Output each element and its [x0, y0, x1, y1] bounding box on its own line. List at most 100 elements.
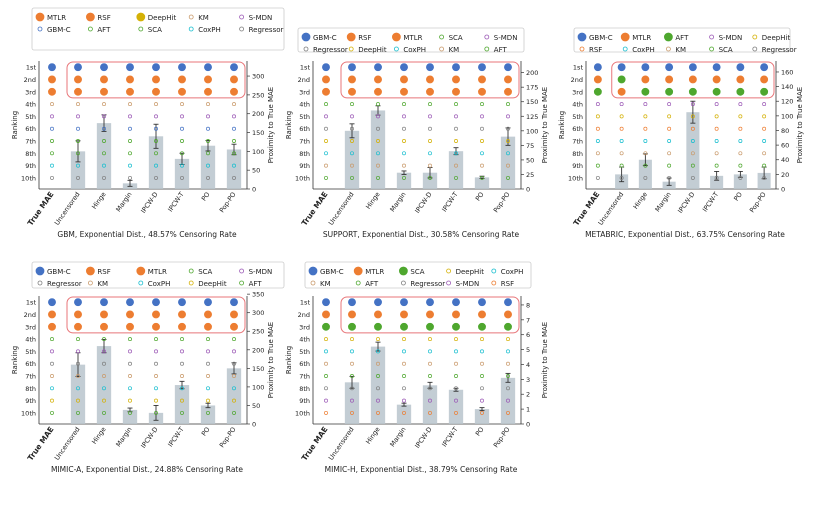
y2-tick-label: 160 — [781, 68, 793, 76]
rank-dot — [617, 75, 626, 84]
rank-dot — [232, 361, 236, 366]
rank-tick-label: 8th — [299, 385, 310, 393]
rank-dot — [480, 139, 484, 143]
legend-label: CoxPH — [148, 280, 171, 288]
rank-dot — [232, 139, 236, 143]
chart-panel-1: MTLR RSF DeepHit KM S-MDN GBM-C AFT SCA CoxPH Reg… — [11, 7, 285, 239]
rank-tick-label: 2nd — [24, 311, 36, 319]
rank-tick-label: 10th — [295, 409, 310, 417]
rank-dot — [376, 114, 380, 119]
legend-label: AFT — [365, 280, 379, 288]
legend-box — [297, 27, 525, 53]
rank-dot — [480, 102, 484, 107]
legend-label: DeepHit — [762, 34, 791, 42]
rank-dot — [232, 337, 236, 342]
rank-tick-label: 8th — [572, 150, 583, 158]
rank-dot — [350, 349, 354, 354]
rank-dot — [204, 322, 212, 331]
rank-dot — [50, 114, 54, 119]
rank-dot — [688, 63, 697, 72]
legend-label: DeepHit — [198, 280, 227, 288]
bar-hinge — [96, 123, 112, 189]
bar-po — [474, 409, 490, 424]
legend-label: S-MDN — [494, 34, 518, 42]
x-tick-label: IPCW-D — [413, 191, 433, 215]
rank-dot — [76, 163, 80, 168]
rank-dot — [128, 410, 132, 415]
y2-tick-label: 4 — [526, 361, 530, 369]
rank-dot — [100, 298, 108, 307]
legend-marker — [239, 14, 245, 20]
rank-dot — [426, 63, 434, 72]
y2-tick-label: 200 — [252, 110, 264, 118]
rank-dot — [595, 163, 600, 168]
rank-dot — [619, 163, 624, 168]
y2-tick-label: 100 — [526, 127, 538, 135]
legend-marker — [308, 266, 318, 276]
rank-dot — [736, 87, 745, 96]
rank-dot — [50, 151, 54, 156]
rank-dot — [762, 175, 767, 180]
legend-label: Regressor — [249, 26, 284, 34]
rank-dot — [454, 126, 458, 131]
rank-tick-label: 7th — [299, 373, 310, 381]
x-tick-label: IPCW-T — [166, 191, 185, 214]
rank-dot — [178, 310, 186, 319]
legend-label: KM — [675, 46, 686, 54]
rank-dot — [50, 163, 54, 168]
legend-marker — [355, 280, 361, 286]
rank-dot — [595, 151, 600, 156]
rank-tick-label: 10th — [21, 174, 36, 182]
bar-hinge — [96, 346, 112, 424]
rank-dot — [232, 386, 236, 391]
rank-dot — [154, 139, 158, 143]
rank-dot — [154, 175, 158, 180]
rank-dot — [48, 75, 56, 84]
rank-dot — [480, 151, 484, 156]
y2-tick-label: 1 — [526, 406, 530, 414]
rank-dot — [348, 310, 356, 319]
rank-dot — [428, 102, 432, 107]
rank-dot — [376, 349, 380, 354]
x-tick-label: True MAE — [26, 190, 56, 227]
legend-marker — [666, 46, 671, 52]
rank-dot — [48, 87, 56, 96]
rank-dot — [102, 114, 106, 119]
legend-marker — [239, 26, 245, 32]
bar-pop-po — [500, 136, 516, 189]
rank-dot — [350, 398, 354, 403]
rank-dot — [480, 410, 484, 415]
legend-marker — [35, 12, 45, 22]
rank-dot — [376, 126, 380, 131]
legend-marker — [138, 280, 144, 286]
chart-title: METABRIC, Exponential Dist., 63.75% Cens… — [585, 230, 785, 239]
rank-dot — [206, 410, 210, 415]
rank-dot — [504, 322, 512, 331]
rank-dot — [350, 410, 354, 415]
rank-dot — [426, 322, 434, 331]
rank-dot — [376, 175, 380, 180]
rank-dot — [374, 310, 382, 319]
legend-marker — [484, 46, 490, 52]
rank-dot — [402, 151, 406, 156]
rank-dot — [454, 102, 458, 107]
bar-pop-po — [226, 368, 242, 424]
rank-dot — [76, 398, 80, 403]
rank-dot — [76, 386, 80, 391]
rank-dot — [230, 310, 238, 319]
y2-tick-label: 350 — [252, 291, 264, 299]
rank-dot — [376, 163, 380, 168]
legend-marker — [752, 34, 758, 40]
rank-dot — [760, 63, 769, 72]
rank-tick-label: 3rd — [299, 323, 310, 331]
rank-dot — [400, 87, 408, 96]
rank-dot — [428, 349, 432, 354]
rank-dot — [324, 163, 328, 168]
x-tick-label: Hinge — [90, 426, 107, 446]
x-tick-label: IPCW-D — [676, 191, 696, 215]
rank-dot — [400, 75, 408, 84]
rank-dot — [428, 386, 432, 391]
rank-dot — [74, 298, 82, 307]
rank-dot — [504, 63, 512, 72]
y2-tick-label: 150 — [252, 129, 264, 137]
